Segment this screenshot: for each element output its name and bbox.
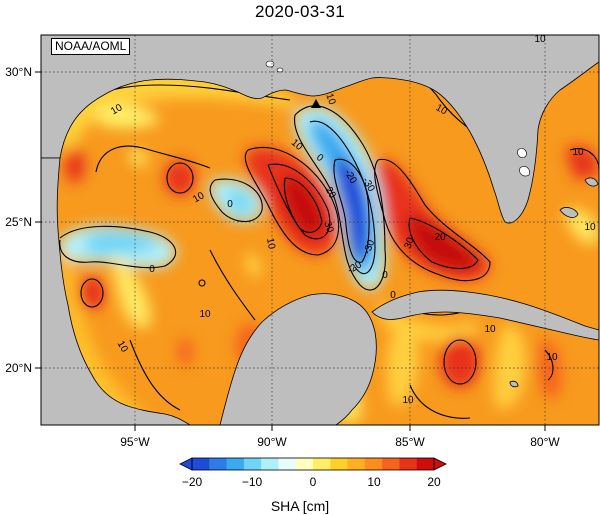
contour-label: 10 [199,309,211,320]
contour-label: 10 [484,324,496,335]
contour-label: 10 [264,237,277,250]
lat-tick-label: 25°N [5,215,32,229]
lon-tick-label: 90°W [257,435,287,449]
contour-label: 10 [584,222,596,233]
contour-label: 10 [572,147,584,158]
map-frame [40,34,600,426]
contour-label: 10 [546,352,558,363]
axis-ticks [35,71,546,431]
lat-tick-label: 20°N [5,361,32,375]
lon-tick-label: 80°W [530,435,560,449]
lakes [265,60,527,158]
credit-label: NOAA/AOML [51,38,131,55]
contour-label: 10 [191,190,207,205]
contour-label: 0 [227,199,233,210]
contour-label: 10 [115,339,130,355]
contour-label: 30 [403,236,417,251]
contour-label: 10 [434,102,450,117]
contour-label: 10 [109,102,125,117]
sha-color-field [50,40,599,425]
axis-labels: 95°W 90°W 85°W 80°W 30°N 25°N 20°N [5,65,560,449]
grid-lines [41,35,599,425]
contour-label: 0 [149,264,155,275]
lat-tick-label: 30°N [5,65,32,79]
contour-label: 20 [434,232,446,243]
yucatan [219,293,377,425]
colorbar-label: SHA [cm] [270,498,330,514]
contour-label: 0 [382,270,388,281]
lon-tick-label: 85°W [395,435,425,449]
us-mainland [41,35,599,224]
contour-label: 0 [314,152,326,164]
contour-label: 0 [390,290,396,301]
lon-tick-label: 95°W [120,435,150,449]
contour-label: 10 [402,395,414,406]
contour-label: -30 [362,238,377,256]
station-marker-triangle [311,99,321,108]
map-title: 2020-03-31 [255,2,345,21]
contour-label: 10 [323,92,337,107]
mexico [41,157,191,425]
contour-label: 10 [534,34,546,45]
contour-label: 20 [323,185,338,201]
contour-label: 30 [321,220,335,235]
land-masses [41,35,599,425]
cuba [371,289,599,341]
